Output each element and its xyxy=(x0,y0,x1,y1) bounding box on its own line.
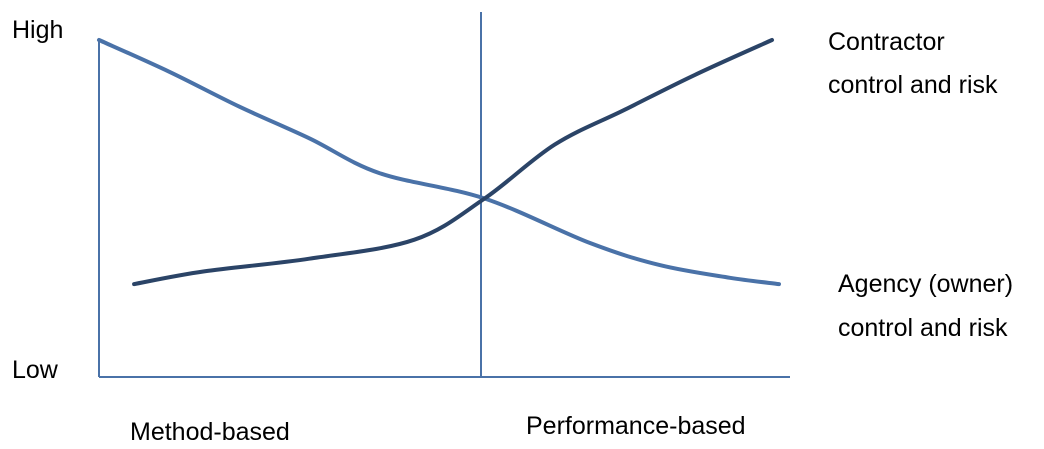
legend-agency-line2: control and risk xyxy=(838,314,1008,342)
legend-contractor-line1: Contractor xyxy=(828,28,945,56)
legend-agency-line1: Agency (owner) xyxy=(838,270,1013,298)
x-label-method-based: Method-based xyxy=(130,418,290,446)
contractor-control-risk-line xyxy=(132,38,774,287)
x-label-performance-based: Performance-based xyxy=(526,412,746,440)
legend-contractor-line2: control and risk xyxy=(828,71,998,99)
agency-control-risk-line xyxy=(97,38,781,287)
y-label-low: Low xyxy=(12,356,59,384)
y-label-high: High xyxy=(12,16,63,44)
